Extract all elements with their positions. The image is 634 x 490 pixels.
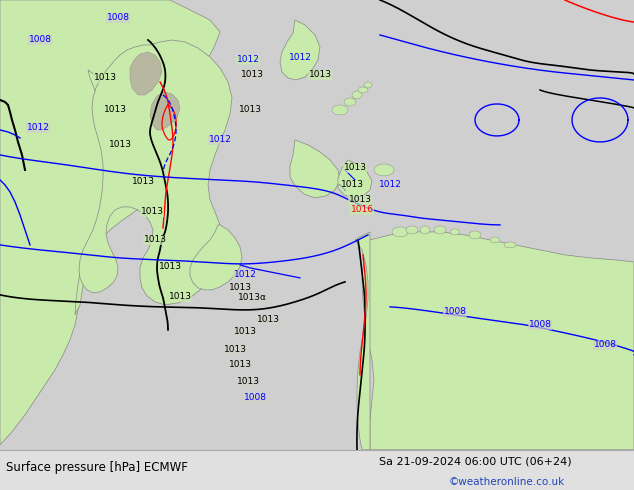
Text: 1013: 1013 — [238, 105, 261, 115]
Text: 1008: 1008 — [107, 14, 129, 23]
Polygon shape — [364, 82, 372, 88]
Polygon shape — [355, 232, 370, 450]
Text: 1013: 1013 — [349, 196, 372, 204]
Polygon shape — [504, 242, 516, 248]
Polygon shape — [338, 160, 372, 198]
Text: 1013: 1013 — [131, 177, 155, 186]
Text: 1013: 1013 — [158, 262, 181, 271]
Polygon shape — [190, 225, 242, 290]
Text: 1013: 1013 — [141, 207, 164, 217]
Polygon shape — [374, 164, 394, 176]
Polygon shape — [75, 70, 113, 315]
Polygon shape — [0, 0, 220, 445]
Polygon shape — [392, 227, 408, 237]
Text: 1008: 1008 — [29, 35, 51, 45]
Text: Surface pressure [hPa] ECMWF: Surface pressure [hPa] ECMWF — [6, 462, 188, 474]
Polygon shape — [79, 40, 232, 305]
Polygon shape — [490, 237, 500, 243]
Text: 1013: 1013 — [169, 293, 191, 301]
Text: 1013: 1013 — [143, 235, 167, 245]
Text: 1013: 1013 — [240, 71, 264, 79]
Polygon shape — [434, 226, 446, 234]
Polygon shape — [332, 105, 348, 115]
Polygon shape — [280, 20, 320, 80]
Text: 1012: 1012 — [288, 53, 311, 63]
Polygon shape — [352, 91, 362, 99]
Text: 1013: 1013 — [228, 283, 252, 293]
Text: 1013: 1013 — [103, 105, 127, 115]
Text: 1013: 1013 — [340, 180, 363, 190]
Polygon shape — [290, 140, 340, 198]
Text: 1013: 1013 — [224, 345, 247, 354]
Polygon shape — [469, 231, 481, 239]
Text: 1008: 1008 — [243, 393, 266, 402]
Text: 1013: 1013 — [344, 164, 366, 172]
Text: 1013: 1013 — [108, 141, 131, 149]
Text: 1016: 1016 — [351, 205, 373, 215]
Polygon shape — [130, 52, 162, 95]
Text: 1008: 1008 — [593, 341, 616, 349]
Text: 1012: 1012 — [236, 55, 259, 65]
Text: 1013: 1013 — [233, 327, 257, 336]
Text: 1013: 1013 — [93, 74, 117, 82]
Polygon shape — [358, 87, 368, 93]
Polygon shape — [362, 232, 634, 450]
Polygon shape — [150, 92, 180, 130]
Text: 1012: 1012 — [233, 270, 256, 279]
Text: 1008: 1008 — [529, 320, 552, 329]
Text: 1013: 1013 — [309, 71, 332, 79]
Text: ©weatheronline.co.uk: ©weatheronline.co.uk — [449, 477, 566, 487]
Text: 1013α: 1013α — [238, 294, 266, 302]
Polygon shape — [420, 226, 430, 234]
Polygon shape — [450, 229, 460, 235]
Text: 1012: 1012 — [378, 180, 401, 190]
Text: 1008: 1008 — [444, 307, 467, 317]
Text: 1012: 1012 — [27, 123, 49, 132]
Text: 1012: 1012 — [209, 135, 231, 145]
Text: 1013: 1013 — [236, 377, 259, 386]
Text: 1013: 1013 — [228, 360, 252, 369]
Polygon shape — [344, 98, 356, 106]
Polygon shape — [406, 226, 418, 234]
Text: 1013: 1013 — [257, 316, 280, 324]
Text: Sa 21-09-2024 06:00 UTC (06+24): Sa 21-09-2024 06:00 UTC (06+24) — [379, 456, 572, 466]
